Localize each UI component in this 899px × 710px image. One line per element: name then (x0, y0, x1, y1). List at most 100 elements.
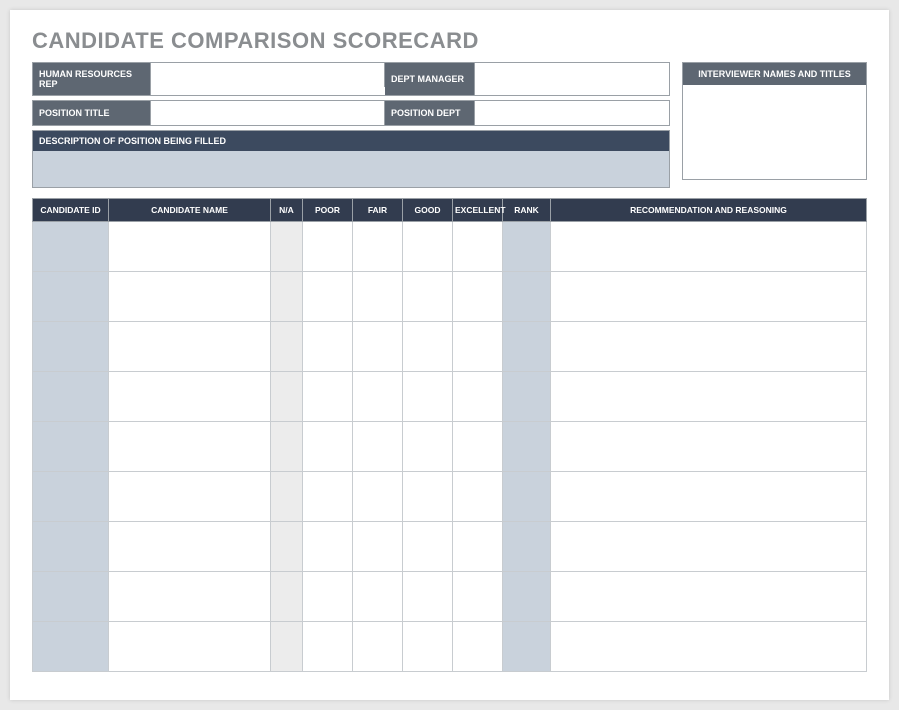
table-cell[interactable] (271, 622, 303, 672)
table-cell[interactable] (271, 272, 303, 322)
table-cell[interactable] (353, 222, 403, 272)
dept-manager-label: DEPT MANAGER (385, 63, 475, 95)
dept-manager-value[interactable] (475, 63, 669, 87)
table-cell[interactable] (33, 372, 109, 422)
table-cell[interactable] (503, 422, 551, 472)
table-cell[interactable] (453, 522, 503, 572)
table-cell[interactable] (503, 222, 551, 272)
table-cell[interactable] (303, 622, 353, 672)
description-value[interactable] (33, 151, 669, 187)
table-cell[interactable] (109, 522, 271, 572)
table-cell[interactable] (503, 322, 551, 372)
table-cell[interactable] (353, 522, 403, 572)
table-cell[interactable] (303, 372, 353, 422)
table-cell[interactable] (403, 522, 453, 572)
table-cell[interactable] (453, 472, 503, 522)
table-cell[interactable] (503, 472, 551, 522)
table-cell[interactable] (453, 572, 503, 622)
table-cell[interactable] (109, 422, 271, 472)
interviewer-value[interactable] (683, 85, 866, 179)
table-cell[interactable] (403, 422, 453, 472)
table-cell[interactable] (33, 472, 109, 522)
table-cell[interactable] (403, 322, 453, 372)
table-cell[interactable] (353, 372, 403, 422)
table-cell[interactable] (551, 272, 867, 322)
table-cell[interactable] (271, 522, 303, 572)
table-cell[interactable] (303, 572, 353, 622)
hr-rep-label: HUMAN RESOURCES REP (33, 63, 151, 95)
table-cell[interactable] (33, 572, 109, 622)
table-row (33, 372, 867, 422)
table-cell[interactable] (33, 322, 109, 372)
table-cell[interactable] (271, 222, 303, 272)
table-cell[interactable] (303, 272, 353, 322)
table-cell[interactable] (303, 472, 353, 522)
table-cell[interactable] (551, 622, 867, 672)
table-cell[interactable] (551, 322, 867, 372)
scorecard-page: CANDIDATE COMPARISON SCORECARD HUMAN RES… (10, 10, 889, 700)
table-cell[interactable] (503, 372, 551, 422)
meta-row-1: HUMAN RESOURCES REP DEPT MANAGER (32, 62, 670, 96)
table-cell[interactable] (109, 322, 271, 372)
col-header-fair: FAIR (353, 199, 403, 222)
table-cell[interactable] (503, 522, 551, 572)
table-cell[interactable] (403, 272, 453, 322)
table-cell[interactable] (271, 422, 303, 472)
table-cell[interactable] (403, 622, 453, 672)
table-cell[interactable] (109, 622, 271, 672)
table-cell[interactable] (109, 372, 271, 422)
table-cell[interactable] (271, 472, 303, 522)
table-cell[interactable] (353, 322, 403, 372)
table-cell[interactable] (271, 372, 303, 422)
table-cell[interactable] (303, 322, 353, 372)
table-cell[interactable] (353, 472, 403, 522)
table-cell[interactable] (271, 322, 303, 372)
table-cell[interactable] (109, 272, 271, 322)
table-cell[interactable] (503, 272, 551, 322)
table-cell[interactable] (353, 272, 403, 322)
table-cell[interactable] (453, 422, 503, 472)
table-row (33, 222, 867, 272)
table-cell[interactable] (453, 222, 503, 272)
table-row (33, 422, 867, 472)
table-cell[interactable] (551, 222, 867, 272)
table-cell[interactable] (403, 472, 453, 522)
table-cell[interactable] (33, 522, 109, 572)
table-cell[interactable] (403, 372, 453, 422)
meta-left: HUMAN RESOURCES REP DEPT MANAGER POSITIO… (32, 62, 670, 188)
table-cell[interactable] (33, 272, 109, 322)
table-cell[interactable] (303, 522, 353, 572)
table-cell[interactable] (109, 472, 271, 522)
col-header-candidate-id: CANDIDATE ID (33, 199, 109, 222)
table-cell[interactable] (551, 422, 867, 472)
table-cell[interactable] (303, 422, 353, 472)
table-cell[interactable] (303, 222, 353, 272)
table-cell[interactable] (551, 372, 867, 422)
hr-rep-value[interactable] (151, 63, 385, 87)
table-cell[interactable] (453, 322, 503, 372)
table-cell[interactable] (453, 372, 503, 422)
table-cell[interactable] (551, 572, 867, 622)
table-cell[interactable] (353, 422, 403, 472)
table-cell[interactable] (109, 572, 271, 622)
table-cell[interactable] (453, 622, 503, 672)
table-cell[interactable] (33, 422, 109, 472)
table-cell[interactable] (353, 572, 403, 622)
table-cell[interactable] (33, 622, 109, 672)
score-header-row: CANDIDATE ID CANDIDATE NAME N/A POOR FAI… (33, 199, 867, 222)
position-title-value[interactable] (151, 101, 385, 125)
table-cell[interactable] (551, 472, 867, 522)
table-cell[interactable] (403, 572, 453, 622)
table-cell[interactable] (271, 572, 303, 622)
score-table-head: CANDIDATE ID CANDIDATE NAME N/A POOR FAI… (33, 199, 867, 222)
table-cell[interactable] (503, 622, 551, 672)
table-cell[interactable] (503, 572, 551, 622)
position-dept-value[interactable] (475, 101, 669, 125)
table-cell[interactable] (453, 272, 503, 322)
table-cell[interactable] (109, 222, 271, 272)
table-cell[interactable] (353, 622, 403, 672)
table-cell[interactable] (403, 222, 453, 272)
table-cell[interactable] (33, 222, 109, 272)
table-row (33, 472, 867, 522)
table-cell[interactable] (551, 522, 867, 572)
